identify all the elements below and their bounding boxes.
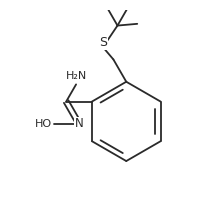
Text: H₂N: H₂N <box>65 71 86 81</box>
Text: N: N <box>74 117 83 130</box>
Text: HO: HO <box>35 119 52 129</box>
Text: S: S <box>99 36 107 49</box>
